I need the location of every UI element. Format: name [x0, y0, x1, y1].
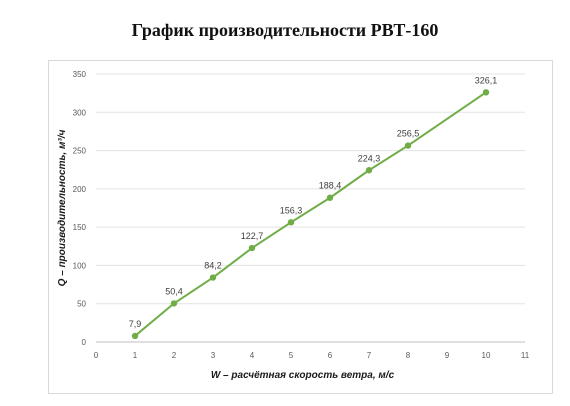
- x-tick-label: 11: [521, 351, 530, 360]
- x-tick-label: 6: [328, 351, 333, 360]
- data-point: [248, 244, 256, 252]
- x-tick-label: 4: [250, 351, 255, 360]
- y-tick-label: 350: [73, 70, 87, 79]
- y-axis-title: Q – производительность, м³/ч: [57, 130, 68, 287]
- x-tick-label: 1: [133, 351, 138, 360]
- x-tick-label: 0: [94, 351, 99, 360]
- x-tick-label: 5: [289, 351, 294, 360]
- data-label: 84,2: [204, 261, 222, 271]
- x-tick-label: 8: [406, 351, 411, 360]
- series: [131, 89, 490, 340]
- data-label: 224,3: [358, 153, 381, 163]
- data-labels: 7,9 50,4 84,2 122,7 156,3 188,4 224,3 256,5 326,…: [129, 75, 498, 329]
- gridlines: [96, 73, 525, 343]
- y-tick-label: 150: [73, 223, 87, 232]
- data-label: 156,3: [280, 205, 303, 215]
- x-tick-label: 9: [445, 351, 450, 360]
- data-point: [482, 89, 490, 96]
- axes: 0 50 100 150 200 250 300 350 0 1 2 3 4 5 6 7 8 9 10 11: [73, 70, 530, 360]
- y-tick-label: 300: [73, 108, 87, 117]
- series-line: [134, 91, 487, 337]
- data-label: 256,5: [397, 129, 420, 139]
- data-label: 326,1: [475, 75, 498, 85]
- data-point: [131, 332, 139, 340]
- data-label: 122,7: [241, 231, 264, 241]
- y-tick-label: 0: [82, 338, 87, 347]
- data-point: [365, 167, 373, 174]
- data-point: [209, 274, 217, 281]
- data-point: [404, 142, 412, 149]
- x-tick-label: 3: [211, 351, 216, 360]
- x-tick-label: 10: [482, 351, 491, 360]
- x-axis-title: W – расчётная скорость ветра, м/с: [211, 370, 395, 381]
- y-tick-label: 200: [73, 185, 87, 194]
- x-tick-label: 2: [172, 351, 177, 360]
- data-label: 188,4: [319, 181, 342, 191]
- x-tick-label: 7: [367, 351, 372, 360]
- y-tick-label: 250: [73, 147, 87, 156]
- data-label: 50,4: [165, 286, 183, 296]
- y-tick-label: 100: [73, 261, 87, 270]
- data-label: 7,9: [129, 319, 142, 329]
- chart-title: График производительности РВТ-160: [131, 20, 439, 40]
- y-tick-label: 50: [77, 300, 86, 309]
- data-point: [287, 219, 295, 226]
- data-point: [170, 300, 178, 307]
- data-point: [326, 194, 334, 201]
